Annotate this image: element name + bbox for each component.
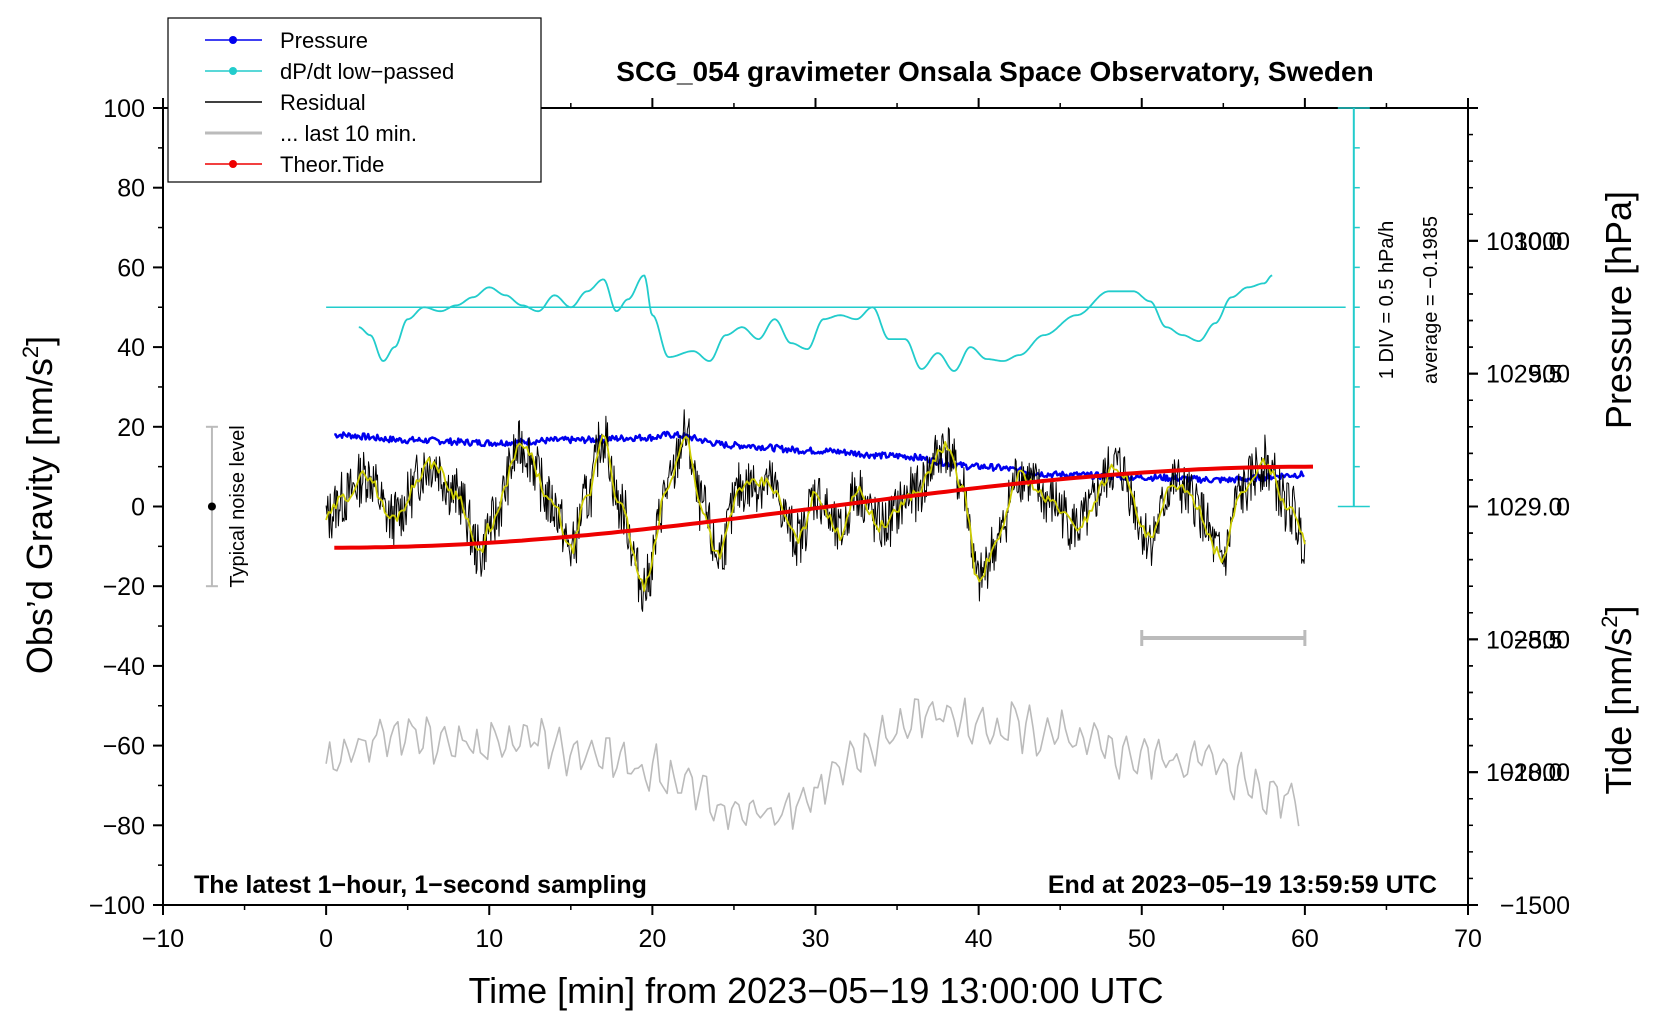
tide-axis-title-close: ] xyxy=(1598,606,1639,616)
legend-label-residual: Residual xyxy=(280,90,366,115)
y-tick-label: 0 xyxy=(131,494,145,522)
tide-axis-title: Tide [nm/s2] xyxy=(1597,606,1639,795)
legend-label-last-10-min: ... last 10 min. xyxy=(280,121,417,146)
y-tick-label: −100 xyxy=(89,892,145,920)
y-tick-label: 40 xyxy=(117,334,145,362)
legend: Pressure dP/dt low−passed Residual ... last… xyxy=(167,17,542,183)
tide-tick-label: 500 xyxy=(1528,361,1570,389)
series-line-smoothed-residual xyxy=(325,434,1306,592)
x-tick-label: 40 xyxy=(965,925,993,953)
tide-tick-label: 0 xyxy=(1556,494,1570,522)
pressure-tick-label: 1030.0 xyxy=(1486,228,1562,256)
y-tick-label: 80 xyxy=(117,175,145,203)
annotation-end-time: End at 2023−05−19 13:59:59 UTC xyxy=(1048,871,1437,899)
x-axis-title: Time [min] from 2023−05−19 13:00:00 UTC xyxy=(468,970,1163,1011)
x-tick-label: 20 xyxy=(638,925,666,953)
tide-axis-ticks: 1000 500 0 −500 −1000 −1500 xyxy=(1468,228,1570,920)
legend-marker-theor-tide xyxy=(229,160,237,168)
x-tick-label: −10 xyxy=(142,925,184,953)
x-tick-label: 10 xyxy=(475,925,503,953)
x-tick-label: 30 xyxy=(802,925,830,953)
legend-marker-dp-dt-low-passed xyxy=(229,67,237,75)
tide-tick-label: −500 xyxy=(1514,626,1570,654)
y-axis-title-left-main: Obs’d Gravity [nm/s xyxy=(19,358,60,674)
pressure-axis-ticks: 1030.0 1029.5 1029.0 1028.5 1028.0 xyxy=(1468,107,1562,787)
legend-label-theor-tide: Theor.Tide xyxy=(280,152,384,177)
pressure-tick-label: 1028.0 xyxy=(1486,759,1562,787)
legend-marker-pressure xyxy=(229,36,237,44)
tide-tick-label: −1500 xyxy=(1500,892,1570,920)
y-tick-label: 60 xyxy=(117,254,145,282)
pressure-tick-label: 1029.5 xyxy=(1486,361,1562,389)
pressure-axis-title: Pressure [hPa] xyxy=(1598,191,1639,429)
series-line-theor-tide xyxy=(334,464,1314,550)
dpdt-scale-bar xyxy=(326,107,1370,508)
noise-center-dot xyxy=(207,502,216,511)
y-tick-label: 20 xyxy=(117,414,145,442)
noise-level-label: Typical noise level xyxy=(227,425,249,587)
y-axis-title-left-close: ] xyxy=(19,336,60,346)
legend-box xyxy=(167,17,542,183)
legend-label-pressure: Pressure xyxy=(280,28,368,53)
y-tick-label: −20 xyxy=(103,573,145,601)
x-tick-label: 0 xyxy=(319,925,333,953)
x-axis-ticks: −10 0 10 20 30 40 50 60 70 xyxy=(142,98,1482,953)
pressure-tick-label: 1028.5 xyxy=(1486,626,1562,654)
dpdt-div-label: 1 DIV = 0.5 hPa/h xyxy=(1376,221,1398,379)
tide-tick-label: 1000 xyxy=(1514,228,1570,256)
x-tick-label: 70 xyxy=(1454,925,1482,953)
annotation-latest-hour: The latest 1−hour, 1−second sampling xyxy=(194,871,647,899)
x-tick-label: 50 xyxy=(1128,925,1156,953)
chart-title: SCG_054 gravimeter Onsala Space Observat… xyxy=(616,56,1373,87)
x-tick-label: 60 xyxy=(1291,925,1319,953)
series-line-last-10-min xyxy=(325,697,1300,831)
y-tick-label: −80 xyxy=(103,812,145,840)
dpdt-average-label: average = −0.1985 xyxy=(1420,216,1442,384)
series-line-dp-dt-low-passed xyxy=(358,274,1273,372)
y-axis-title-left: Obs’d Gravity [nm/s2] xyxy=(18,336,60,674)
series-line-pressure xyxy=(333,430,1305,484)
tide-axis-title-sup: 2 xyxy=(1597,616,1622,628)
y-tick-label: −40 xyxy=(103,653,145,681)
tide-tick-label: −1000 xyxy=(1500,759,1570,787)
y-tick-label: 100 xyxy=(103,95,145,123)
y-axis-ticks: 100 80 60 40 20 0 −20 −40 −60 −80 −100 xyxy=(89,95,163,920)
legend-label-dp-dt-low-passed: dP/dt low−passed xyxy=(280,59,454,84)
y-axis-title-left-sup: 2 xyxy=(18,346,43,358)
series-layer xyxy=(325,274,1314,831)
noise-level-indicator: Typical noise level xyxy=(205,425,249,588)
y-tick-label: −60 xyxy=(103,733,145,761)
pressure-tick-label: 1029.0 xyxy=(1486,494,1562,522)
ten-minute-scale-bar xyxy=(1140,630,1307,647)
tide-axis-title-main: Tide [nm/s xyxy=(1598,628,1639,795)
